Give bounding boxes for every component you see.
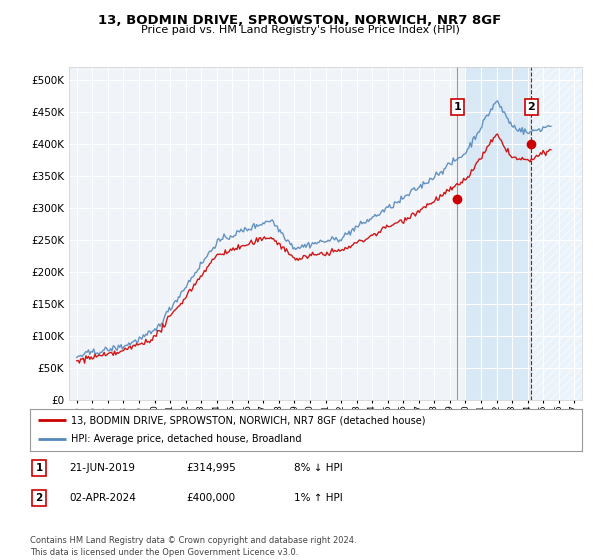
Text: HPI: Average price, detached house, Broadland: HPI: Average price, detached house, Broa… (71, 435, 302, 445)
Text: 13, BODMIN DRIVE, SPROWSTON, NORWICH, NR7 8GF: 13, BODMIN DRIVE, SPROWSTON, NORWICH, NR… (98, 14, 502, 27)
Text: 1: 1 (35, 463, 43, 473)
Text: Contains HM Land Registry data © Crown copyright and database right 2024.
This d: Contains HM Land Registry data © Crown c… (30, 536, 356, 557)
Text: £400,000: £400,000 (186, 493, 235, 503)
Text: 1: 1 (453, 102, 461, 112)
Bar (531, 67, 582, 400)
Text: £314,995: £314,995 (186, 463, 236, 473)
Bar (466, 67, 582, 400)
Text: 21-JUN-2019: 21-JUN-2019 (69, 463, 135, 473)
Text: 8% ↓ HPI: 8% ↓ HPI (294, 463, 343, 473)
Text: 02-APR-2024: 02-APR-2024 (69, 493, 136, 503)
Text: 2: 2 (527, 102, 535, 112)
Text: Price paid vs. HM Land Registry's House Price Index (HPI): Price paid vs. HM Land Registry's House … (140, 25, 460, 35)
Text: 1% ↑ HPI: 1% ↑ HPI (294, 493, 343, 503)
Text: 2: 2 (35, 493, 43, 503)
Text: 13, BODMIN DRIVE, SPROWSTON, NORWICH, NR7 8GF (detached house): 13, BODMIN DRIVE, SPROWSTON, NORWICH, NR… (71, 415, 426, 425)
